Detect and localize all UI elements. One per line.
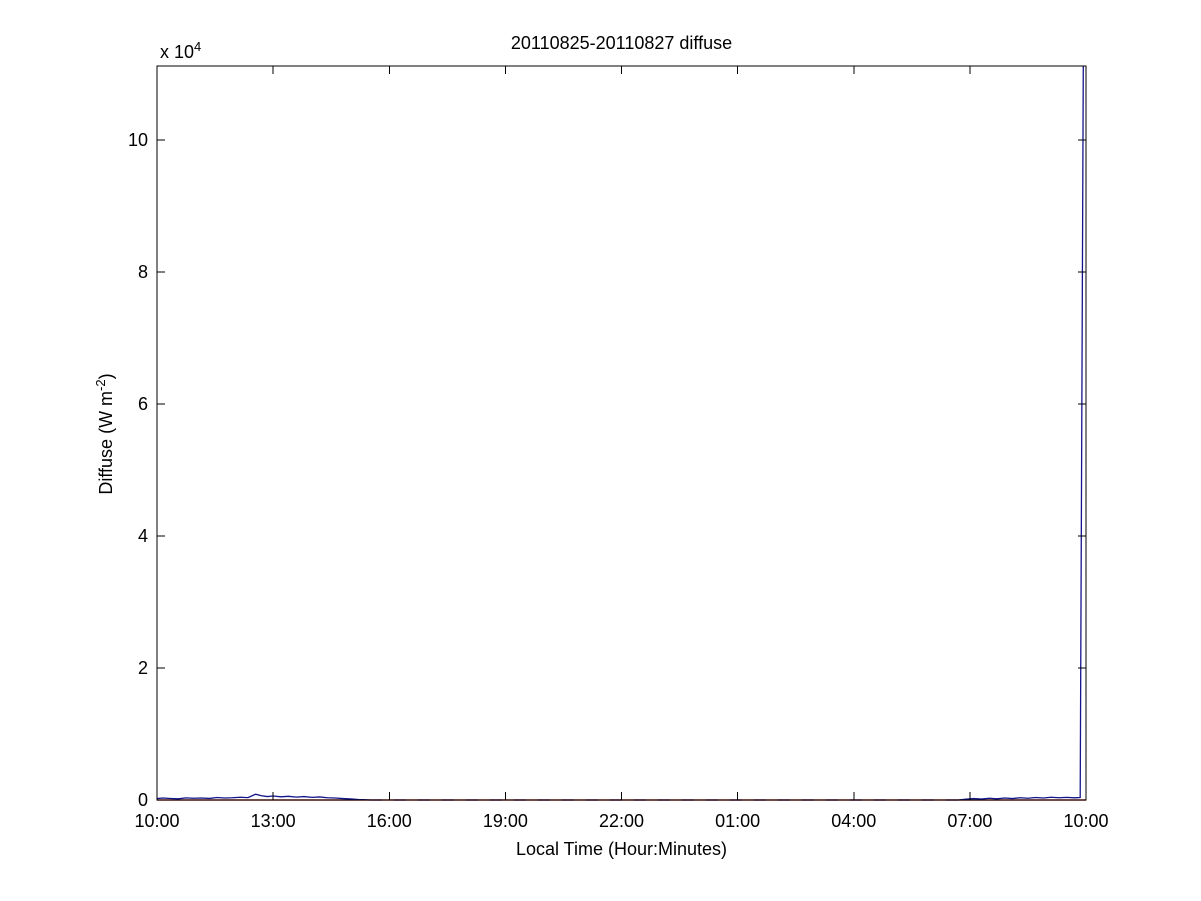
- x-tick-label: 10:00: [1063, 811, 1109, 831]
- y-scale-factor: x 104: [160, 36, 201, 63]
- y-tick-label: 10: [127, 129, 148, 150]
- x-tick-label: 22:00: [598, 811, 645, 831]
- y-tick-label: 4: [137, 525, 148, 546]
- x-tick-label: 01:00: [715, 811, 761, 831]
- x-tick-label: 07:00: [947, 811, 993, 831]
- x-tick-label: 04:00: [831, 811, 877, 831]
- y-tick-label: 0: [137, 790, 148, 810]
- y-tick-label: 8: [137, 261, 148, 282]
- y-scale-prefix: x 10: [160, 42, 195, 62]
- y-tick-label: 6: [137, 393, 148, 414]
- x-axis-label: Local Time (Hour:Minutes): [515, 839, 728, 859]
- x-tick-label: 19:00: [482, 811, 528, 831]
- x-tick-label: 16:00: [366, 811, 412, 831]
- plot-box: [156, 65, 1087, 801]
- x-tick-label: 10:00: [134, 811, 180, 831]
- series-diffuse-blue: [156, 793, 370, 801]
- chart-title: 20110825-20110827 diffuse: [510, 33, 733, 53]
- series-diffuse-blue: [958, 65, 1084, 801]
- y-scale-exponent: 4: [194, 39, 202, 54]
- x-tick-label: 13:00: [250, 811, 296, 831]
- y-axis-label-exponent: -2: [93, 379, 108, 391]
- y-tick-label: 2: [137, 657, 148, 678]
- y-axis-label-close: ): [96, 373, 116, 380]
